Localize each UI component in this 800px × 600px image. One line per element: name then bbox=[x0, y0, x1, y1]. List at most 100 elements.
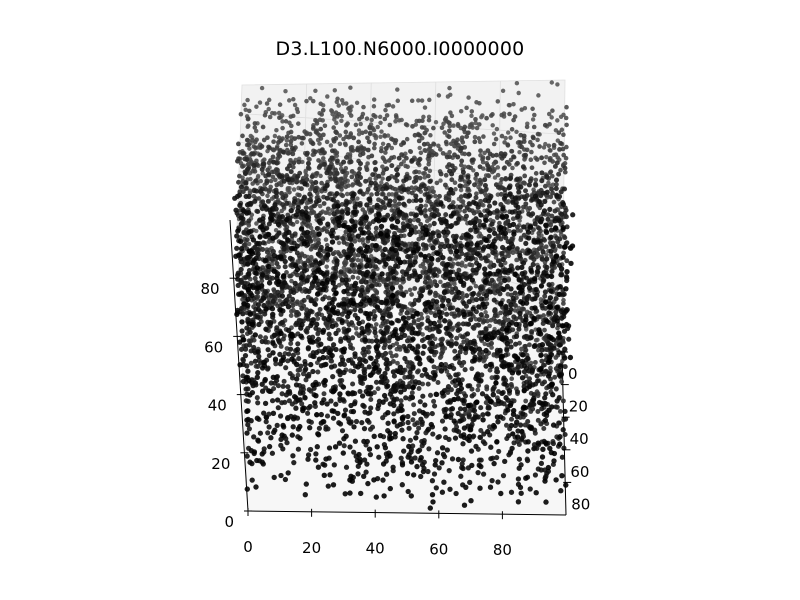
data-point bbox=[415, 344, 421, 350]
data-point bbox=[426, 153, 432, 159]
data-point bbox=[419, 125, 425, 130]
data-point bbox=[254, 289, 260, 295]
data-point bbox=[503, 235, 509, 241]
data-point bbox=[244, 453, 250, 459]
data-point bbox=[494, 126, 500, 132]
data-point bbox=[535, 391, 541, 397]
data-point bbox=[541, 426, 547, 431]
data-point bbox=[501, 153, 507, 159]
data-point bbox=[395, 87, 400, 92]
data-point bbox=[380, 164, 385, 169]
data-point bbox=[355, 179, 361, 185]
data-point bbox=[338, 253, 344, 259]
data-point bbox=[298, 235, 305, 242]
data-point bbox=[492, 308, 498, 314]
data-point bbox=[356, 139, 362, 145]
data-point bbox=[435, 257, 441, 263]
data-point bbox=[433, 239, 439, 245]
data-point bbox=[502, 311, 508, 317]
data-point bbox=[306, 418, 312, 424]
data-point bbox=[516, 189, 522, 195]
data-point bbox=[307, 197, 313, 203]
data-point bbox=[334, 120, 339, 126]
data-point bbox=[518, 140, 524, 146]
data-point bbox=[374, 282, 380, 287]
data-point bbox=[454, 307, 461, 313]
data-point bbox=[395, 318, 402, 324]
data-point bbox=[477, 139, 483, 145]
data-point bbox=[549, 80, 554, 85]
data-point bbox=[420, 393, 426, 399]
data-point bbox=[284, 440, 290, 446]
data-point bbox=[373, 225, 379, 231]
data-point bbox=[447, 85, 452, 91]
data-point bbox=[259, 166, 265, 172]
data-point bbox=[466, 130, 471, 136]
data-point bbox=[523, 240, 529, 246]
data-point bbox=[405, 413, 411, 420]
data-point bbox=[324, 413, 331, 419]
data-point bbox=[295, 446, 302, 452]
data-point bbox=[396, 155, 402, 161]
data-point bbox=[374, 289, 380, 295]
data-point bbox=[301, 268, 307, 274]
data-point bbox=[389, 136, 394, 142]
data-point bbox=[406, 425, 412, 431]
data-point bbox=[527, 178, 533, 184]
data-point bbox=[416, 236, 422, 242]
data-point bbox=[333, 110, 339, 115]
data-point bbox=[556, 243, 562, 249]
data-point bbox=[437, 319, 442, 324]
data-point bbox=[555, 82, 560, 87]
data-point bbox=[535, 378, 541, 384]
data-point bbox=[498, 236, 504, 242]
data-point bbox=[428, 143, 433, 149]
data-point bbox=[316, 425, 322, 431]
data-point bbox=[360, 237, 366, 242]
data-point bbox=[491, 297, 497, 303]
data-point bbox=[541, 379, 548, 385]
data-point bbox=[392, 230, 397, 236]
data-point bbox=[339, 180, 345, 186]
data-point bbox=[247, 146, 252, 151]
data-point bbox=[359, 114, 365, 120]
data-point bbox=[266, 239, 272, 244]
data-point bbox=[248, 360, 254, 366]
data-point bbox=[310, 141, 316, 147]
data-point bbox=[442, 233, 448, 239]
data-point bbox=[338, 269, 344, 275]
data-point bbox=[514, 129, 519, 135]
data-point bbox=[524, 124, 530, 130]
data-point bbox=[232, 195, 238, 201]
data-point bbox=[514, 176, 520, 182]
data-point bbox=[469, 109, 475, 114]
data-point bbox=[521, 133, 527, 139]
data-point bbox=[500, 244, 506, 251]
data-point bbox=[235, 282, 241, 288]
data-point bbox=[265, 198, 271, 204]
data-point bbox=[289, 146, 295, 151]
data-point bbox=[322, 123, 328, 129]
data-point bbox=[246, 241, 252, 247]
data-point bbox=[378, 134, 383, 140]
data-point bbox=[344, 281, 350, 288]
data-point bbox=[352, 307, 358, 313]
data-point bbox=[360, 402, 366, 408]
data-point bbox=[556, 171, 562, 177]
data-point bbox=[395, 360, 400, 366]
data-point bbox=[391, 396, 397, 403]
data-point bbox=[279, 391, 285, 397]
data-point bbox=[542, 198, 548, 204]
data-point bbox=[274, 127, 279, 133]
data-point bbox=[339, 311, 345, 317]
data-point bbox=[393, 353, 399, 358]
data-point bbox=[555, 155, 560, 160]
data-point bbox=[545, 340, 552, 347]
data-point bbox=[507, 111, 512, 117]
data-point bbox=[384, 166, 390, 172]
data-point bbox=[243, 186, 249, 191]
data-point bbox=[264, 178, 270, 184]
data-point bbox=[462, 124, 468, 130]
data-point bbox=[485, 173, 491, 178]
data-point bbox=[305, 345, 311, 351]
